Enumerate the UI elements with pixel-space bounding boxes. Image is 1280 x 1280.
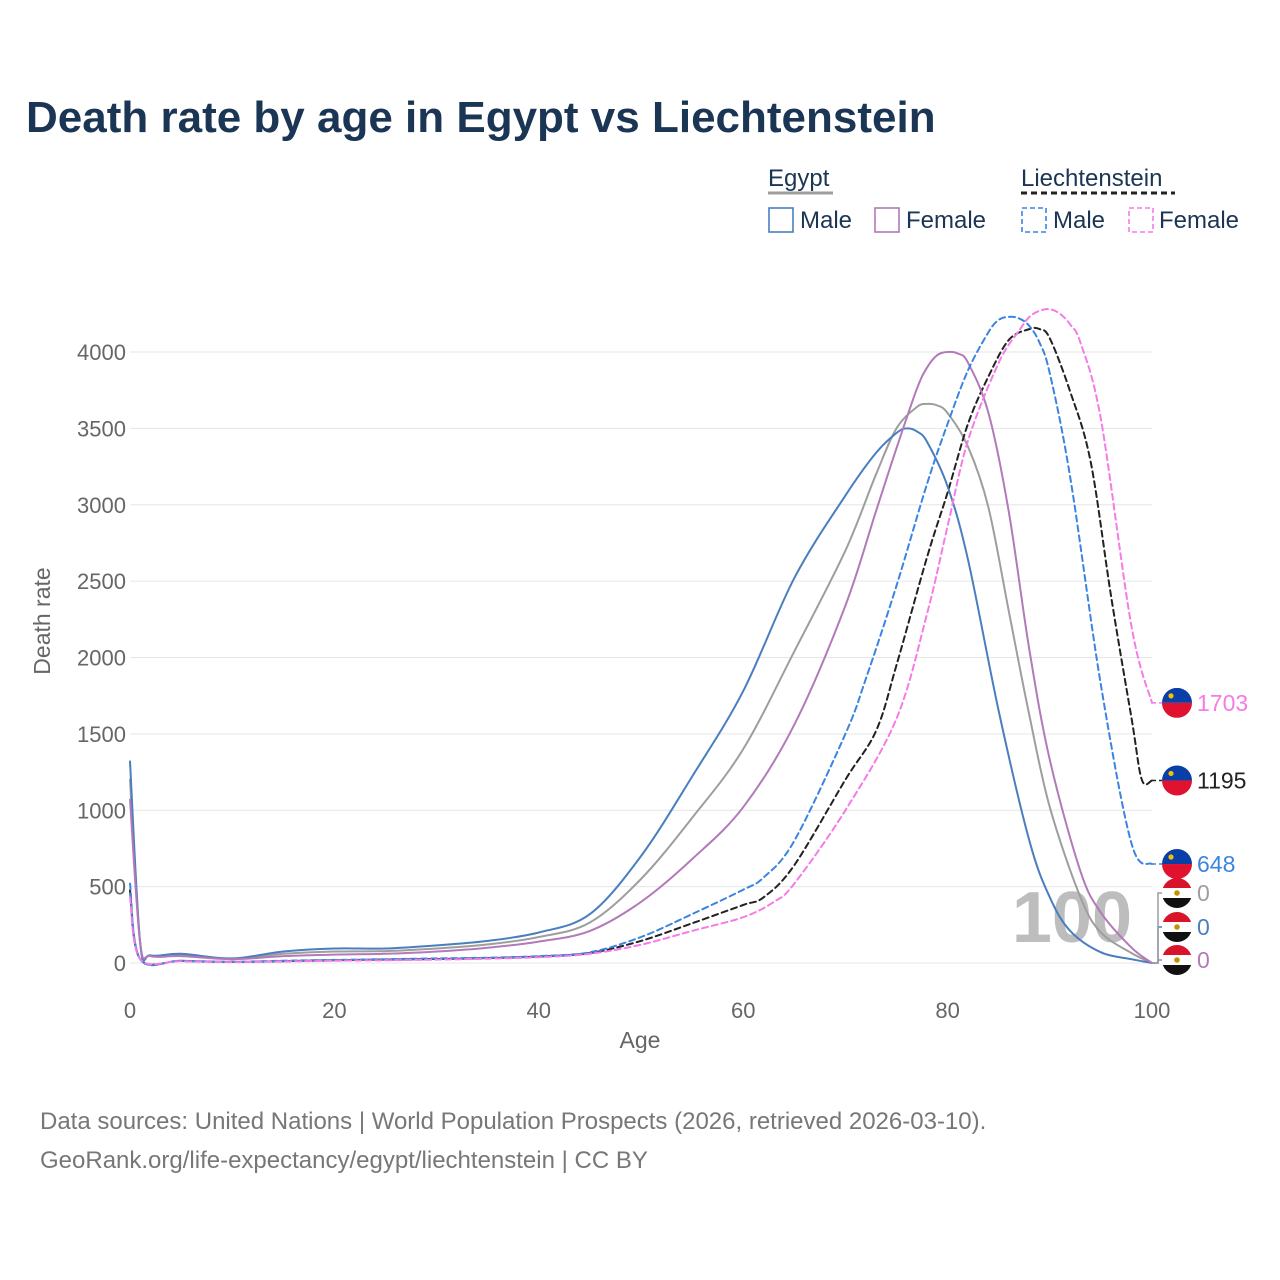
- end-value-label: 1703: [1197, 690, 1248, 716]
- x-tick-label: 0: [124, 998, 136, 1023]
- legend: Egypt Liechtenstein Male Female Male Fem…: [768, 165, 1239, 234]
- series-line-liechtenstein-female: [129, 308, 1153, 966]
- y-tick-label: 2000: [77, 646, 126, 671]
- end-value-label: 1195: [1197, 767, 1246, 793]
- legend-swatch-liechtenstein-male[interactable]: [1021, 207, 1047, 233]
- egypt-flag-icon: [1162, 912, 1192, 942]
- x-tick-label: 80: [935, 998, 959, 1023]
- end-leader-line: [1152, 926, 1162, 964]
- year-watermark: 100: [1012, 878, 1132, 958]
- y-tick-label: 500: [89, 875, 126, 900]
- legend-swatch-egypt-female[interactable]: [874, 207, 900, 233]
- legend-group-liechtenstein: Liechtenstein: [1021, 165, 1162, 192]
- legend-label-liechtenstein-female[interactable]: Female: [1159, 207, 1239, 234]
- series-line-liechtenstein-male: [129, 315, 1153, 967]
- x-axis-ticks: 0 20 40 60 80 100: [124, 998, 1170, 1023]
- legend-label-egypt-male[interactable]: Male: [800, 207, 852, 234]
- chart-title: Death rate by age in Egypt vs Liechtenst…: [26, 93, 936, 142]
- series-line-egypt-female: [129, 350, 1153, 964]
- series-line-egypt-total: [129, 402, 1153, 964]
- end-markers: 0 0 0 648 1703 1195: [1152, 687, 1248, 975]
- legend-swatch-egypt-male[interactable]: [768, 207, 794, 233]
- legend-swatch-liechtenstein-female[interactable]: [1128, 207, 1154, 233]
- series-lines: [129, 308, 1153, 967]
- egypt-flag-icon: [1162, 878, 1192, 908]
- end-value-label: 0: [1197, 914, 1210, 940]
- y-tick-label: 3000: [77, 493, 126, 518]
- legend-label-egypt-female[interactable]: Female: [906, 207, 986, 234]
- end-leader-line: [1152, 892, 1162, 964]
- series-line-liechtenstein-total: [129, 326, 1153, 966]
- egypt-flag-icon: [1162, 945, 1192, 975]
- series-line-egypt-male: [129, 427, 1153, 964]
- x-tick-label: 40: [527, 998, 551, 1023]
- y-tick-label: 1000: [77, 798, 126, 823]
- x-tick-label: 20: [322, 998, 346, 1023]
- y-tick-label: 4000: [77, 340, 126, 365]
- y-tick-label: 3500: [77, 416, 126, 441]
- y-tick-label: 2500: [77, 569, 126, 594]
- source-line-2[interactable]: GeoRank.org/life-expectancy/egypt/liecht…: [40, 1147, 648, 1174]
- liechtenstein-flag-icon: [1162, 765, 1192, 796]
- x-tick-label: 100: [1134, 998, 1171, 1023]
- y-tick-label: 1500: [77, 722, 126, 747]
- source-line-1: Data sources: United Nations | World Pop…: [40, 1108, 987, 1135]
- legend-group-egypt: Egypt: [768, 165, 830, 192]
- x-axis-label: Age: [620, 1027, 661, 1053]
- y-axis-ticks: 0 500 1000 1500 2000 2500 3000 3500 4000: [77, 340, 126, 976]
- liechtenstein-flag-icon: [1162, 687, 1192, 718]
- y-axis-label: Death rate: [29, 567, 55, 674]
- liechtenstein-flag-icon: [1162, 849, 1192, 880]
- gridlines: [130, 351, 1152, 964]
- x-tick-label: 60: [731, 998, 755, 1023]
- y-tick-label: 0: [114, 951, 126, 976]
- end-value-label: 648: [1197, 851, 1235, 877]
- end-value-label: 0: [1197, 880, 1210, 906]
- legend-label-liechtenstein-male[interactable]: Male: [1053, 207, 1105, 234]
- end-value-label: 0: [1197, 947, 1210, 973]
